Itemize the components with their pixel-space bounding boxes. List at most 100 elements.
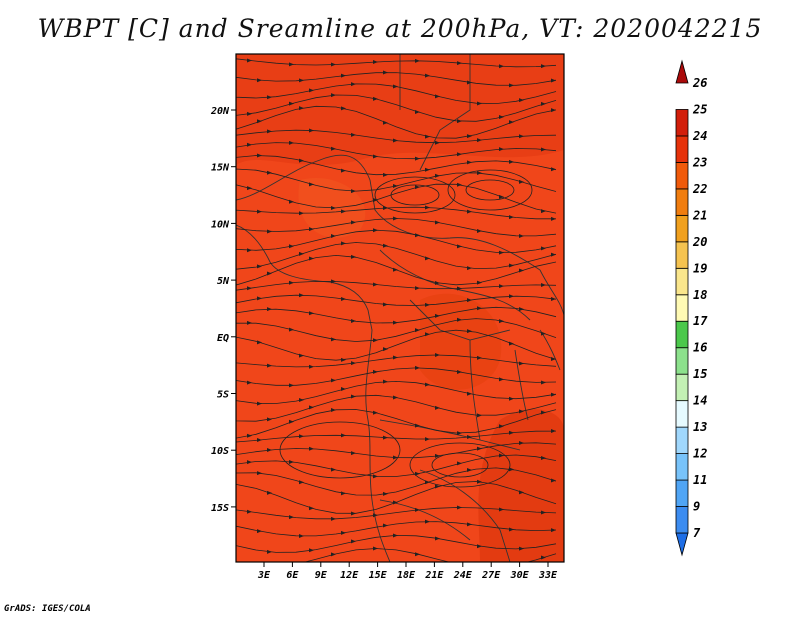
streamline-arrow bbox=[467, 298, 472, 303]
colorbar-label: 26 bbox=[692, 76, 707, 90]
lat-label: 15N bbox=[211, 163, 230, 174]
streamline-arrow bbox=[351, 511, 356, 516]
streamline-arrow bbox=[425, 205, 430, 210]
streamline-arrow bbox=[351, 220, 356, 225]
streamline-arrow bbox=[425, 519, 430, 524]
streamline bbox=[236, 548, 557, 562]
streamline-arrow bbox=[331, 552, 336, 557]
colorbar-arrow-high bbox=[675, 59, 689, 84]
vortices bbox=[279, 169, 533, 488]
streamline-arrow bbox=[247, 142, 252, 147]
streamline-arrow bbox=[309, 548, 314, 553]
streamline-arrow bbox=[457, 244, 462, 249]
streamline-arrow bbox=[289, 419, 294, 424]
streamline-arrow bbox=[309, 506, 314, 511]
streamline-arrow bbox=[267, 490, 272, 495]
streamline-arrow bbox=[393, 533, 398, 538]
streamline-arrow bbox=[393, 138, 398, 143]
streamline-arrow bbox=[341, 387, 346, 392]
colorbar-segment bbox=[675, 453, 689, 481]
colorbar: 7 9 11 12 13 14 15 16 17 18 19 20 21 22 23 24 25 26 bbox=[675, 59, 708, 557]
streamline-arrow bbox=[499, 453, 504, 458]
streamline-arrow bbox=[383, 379, 388, 384]
streamline-arrow bbox=[247, 248, 252, 253]
colorbar-segment bbox=[675, 426, 689, 454]
streamline-arrow bbox=[425, 302, 430, 307]
streamline-arrow bbox=[267, 129, 272, 134]
streamline-arrow bbox=[267, 271, 272, 276]
streamline-arrow bbox=[331, 93, 336, 98]
streamline-arrow bbox=[425, 256, 430, 261]
streamline-arrow bbox=[509, 83, 514, 88]
streamline-arrow bbox=[457, 505, 462, 510]
coastline-west bbox=[236, 224, 391, 562]
lat-label: 5S bbox=[217, 390, 229, 401]
streamline-arrow bbox=[477, 355, 482, 360]
streamline-arrow bbox=[467, 391, 472, 396]
streamline-arrow bbox=[551, 357, 556, 362]
colorbar-segment bbox=[675, 162, 689, 190]
streamline-arrow bbox=[415, 507, 420, 512]
streamline-arrow bbox=[341, 209, 346, 214]
streamline-arrow bbox=[341, 168, 346, 173]
colorbar-segment bbox=[675, 267, 689, 296]
streamline-arrow bbox=[267, 363, 272, 368]
streamline-arrow bbox=[541, 209, 546, 214]
colorbar-segment bbox=[675, 347, 689, 375]
streamline-arrow bbox=[541, 147, 546, 152]
streamline-arrow bbox=[551, 167, 556, 172]
streamline-arrow bbox=[331, 516, 336, 521]
credit-label: GrADS: IGES/COLA bbox=[4, 604, 91, 614]
streamline-arrow bbox=[289, 101, 294, 106]
streamline bbox=[236, 218, 557, 237]
streamline-arrow bbox=[331, 467, 336, 472]
streamline-arrow bbox=[393, 184, 398, 189]
streamline-arrow bbox=[477, 479, 482, 484]
streamline-arrow bbox=[541, 331, 546, 336]
streamline-arrow bbox=[541, 410, 546, 415]
streamline-arrow bbox=[247, 509, 252, 514]
colorbar-segment bbox=[675, 506, 689, 534]
streamline-arrow bbox=[267, 95, 272, 100]
streamline-arrow bbox=[541, 510, 546, 515]
streamline-arrow bbox=[425, 73, 430, 78]
colorbar-label: 17 bbox=[693, 314, 708, 328]
streamline-arrow bbox=[289, 199, 294, 204]
colorbar-label: 11 bbox=[693, 473, 707, 487]
streamline-arrow bbox=[289, 327, 294, 332]
streamline-arrow bbox=[477, 228, 482, 233]
streamline-arrow bbox=[415, 471, 420, 476]
streamline-arrow bbox=[373, 282, 378, 287]
streamline-arrow bbox=[457, 152, 462, 157]
streamline-arrow bbox=[257, 340, 262, 345]
streamline-arrow bbox=[289, 563, 294, 567]
streamline-arrow bbox=[415, 328, 420, 333]
streamline-arrow bbox=[299, 78, 304, 83]
streamline-arrow bbox=[383, 302, 388, 307]
streamline-arrow bbox=[257, 401, 262, 406]
streamline-arrow bbox=[351, 189, 356, 194]
streamline-arrow bbox=[309, 405, 314, 410]
colorbar-label: 25 bbox=[692, 102, 707, 116]
colorbar-label: 15 bbox=[693, 367, 707, 381]
streamline-arrow bbox=[289, 459, 294, 464]
streamline-arrow bbox=[477, 306, 482, 311]
streamline-arrow bbox=[393, 455, 398, 460]
streamline-arrow bbox=[247, 186, 252, 191]
streamline-arrow bbox=[257, 529, 262, 534]
streamline-arrow bbox=[541, 456, 546, 461]
streamline-arrow bbox=[499, 250, 504, 255]
streamline-arrow bbox=[551, 252, 556, 257]
streamline-arrow bbox=[341, 73, 346, 78]
colorbar-label: 12 bbox=[693, 447, 707, 461]
lat-label: 20N bbox=[210, 106, 230, 117]
streamline-arrow bbox=[519, 490, 524, 495]
streamline-arrow bbox=[341, 297, 346, 302]
streamline-arrow bbox=[257, 296, 262, 301]
streamline-arrow bbox=[373, 60, 378, 65]
streamline-arrow bbox=[435, 94, 440, 99]
streamline-arrow bbox=[519, 134, 524, 139]
lon-label: 30E bbox=[510, 570, 530, 581]
streamline-arrow bbox=[299, 534, 304, 539]
colorbar-segment bbox=[675, 320, 689, 349]
